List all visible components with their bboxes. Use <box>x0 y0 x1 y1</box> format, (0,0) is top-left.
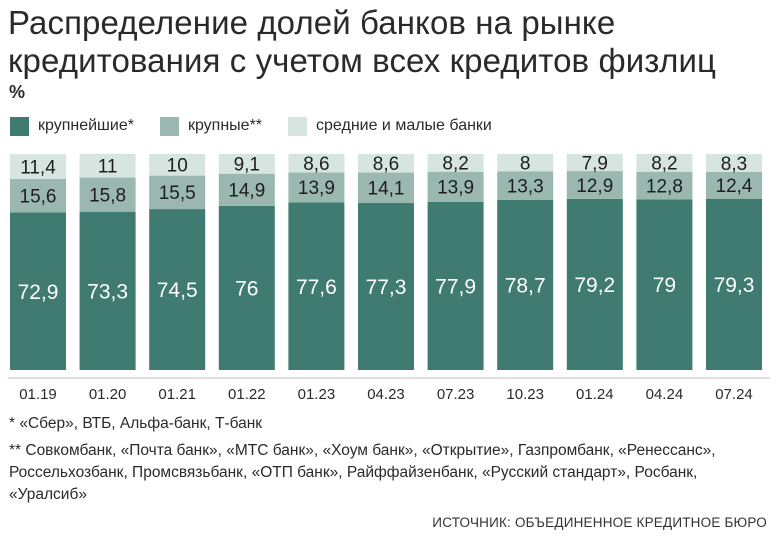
bar-segment-largest <box>218 205 275 370</box>
legend-label-largest: крупнейшие* <box>38 117 134 134</box>
data-label-large: 14,9 <box>228 181 265 202</box>
legend-label-small: средние и малые банки <box>316 117 492 134</box>
bar-segment-large <box>706 171 762 199</box>
data-label-large: 12,9 <box>576 176 613 197</box>
chart-title: Распределение долей банков на рынке кред… <box>8 4 716 79</box>
data-label-largest: 77,9 <box>435 275 476 298</box>
bar-segment-small <box>706 154 762 172</box>
data-label-small: 8,2 <box>442 154 468 175</box>
bar-segment-large <box>358 172 414 204</box>
bar-segment-largest <box>288 202 345 370</box>
bar-segment-large <box>218 173 275 206</box>
data-label-largest: 79 <box>653 274 676 297</box>
x-tick-label: 04.24 <box>646 386 684 403</box>
bar-segment-small <box>427 154 484 172</box>
data-label-large: 12,8 <box>646 176 683 197</box>
data-label-largest: 76 <box>235 277 258 300</box>
bar-segment-largest <box>149 209 206 370</box>
bar-segment-small <box>288 153 345 173</box>
legend-swatch-largest <box>10 116 29 136</box>
footnote-large: ** Совкомбанк, «Почта банк», «МТС банк»,… <box>9 442 716 503</box>
data-label-large: 15,6 <box>20 187 57 208</box>
data-label-small: 7,9 <box>582 153 608 174</box>
data-label-small: 8 <box>520 153 531 174</box>
data-label-large: 15,8 <box>89 185 126 206</box>
data-label-small: 8,6 <box>303 154 329 175</box>
data-label-largest: 73,3 <box>87 280 128 303</box>
data-label-small: 11 <box>98 157 118 178</box>
data-label-largest: 78,7 <box>505 275 546 298</box>
data-label-small: 8,3 <box>721 154 747 175</box>
bar-segment-largest <box>497 200 554 370</box>
x-tick-label: 04.23 <box>367 386 405 403</box>
data-label-large: 15,5 <box>159 183 196 204</box>
data-label-largest: 77,3 <box>366 276 407 299</box>
data-label-largest: 79,3 <box>714 274 755 297</box>
data-label-small: 9,1 <box>234 155 260 176</box>
bar-segment-largest <box>706 198 762 370</box>
data-label-largest: 74,5 <box>157 279 198 302</box>
legend-swatch-small <box>288 116 308 136</box>
data-label-small: 11,4 <box>20 157 56 178</box>
data-label-large: 13,3 <box>507 176 544 197</box>
data-label-small: 8,2 <box>651 154 677 175</box>
bar-segment-largest <box>636 199 693 370</box>
bar-segment-small <box>566 154 623 172</box>
source-note: ИСТОЧНИК: ОБЪЕДИНЕННОЕ КРЕДИТНОЕ БЮРО <box>432 515 767 530</box>
data-label-small: 8,6 <box>373 154 399 175</box>
unit-label: % <box>9 82 26 102</box>
bar-segment-largest <box>358 203 414 370</box>
data-label-large: 13,9 <box>298 178 335 199</box>
bar-segment-largest <box>427 201 484 370</box>
data-label-largest: 77,6 <box>296 276 337 299</box>
data-label-large: 13,9 <box>437 178 474 199</box>
bar-segment-small <box>10 154 66 179</box>
bar-segment-large <box>566 171 623 199</box>
legend-swatch-large <box>159 116 179 136</box>
x-tick-label: 01.23 <box>298 386 336 403</box>
data-label-large: 12,4 <box>716 176 753 197</box>
bar-segment-large <box>427 171 484 202</box>
data-label-largest: 79,2 <box>574 274 615 297</box>
bar-segment-large <box>10 178 66 213</box>
x-tick-label: 07.23 <box>437 386 475 403</box>
bar-segment-small <box>79 153 136 178</box>
bar-segment-small <box>497 154 554 172</box>
data-label-largest: 72,9 <box>18 281 59 304</box>
bar-segment-small <box>358 154 414 173</box>
stacked-bar-chart: 72,9 15,6 11,4 01.19 73,3 15,8 11 01.20 74,5 15,5… <box>8 153 770 403</box>
bar-segment-large <box>79 177 136 212</box>
legend-item-largest: крупнейшие* <box>10 116 134 136</box>
legend-item-large: крупные** <box>159 116 263 136</box>
legend: крупнейшие* крупные** средние и малые ба… <box>10 114 518 138</box>
x-tick-label: 10.23 <box>506 386 544 403</box>
x-tick-label: 01.21 <box>158 386 196 403</box>
bar-segment-largest <box>79 211 136 370</box>
bar-segment-large <box>497 171 554 201</box>
x-tick-label: 07.24 <box>715 386 753 403</box>
footnote-largest: * «Сбер», ВТБ, Альфа-банк, Т-банк <box>9 415 263 432</box>
bar-segment-small <box>149 154 206 176</box>
x-tick-label: 01.22 <box>228 386 266 403</box>
bar-segment-small <box>218 154 275 174</box>
data-label-small: 10 <box>167 156 188 177</box>
x-tick-label: 01.24 <box>576 386 614 403</box>
bar-segment-large <box>149 175 206 210</box>
bar-segment-largest <box>10 212 66 370</box>
legend-item-small: средние и малые банки <box>288 116 492 136</box>
bar-segment-large <box>636 171 693 200</box>
legend-label-large: крупные** <box>187 117 263 134</box>
bar-segment-large <box>288 172 345 203</box>
x-tick-label: 01.20 <box>89 386 127 403</box>
bar-segment-largest <box>566 198 623 370</box>
bar-segment-small <box>636 154 693 172</box>
x-tick-label: 01.19 <box>19 386 57 403</box>
data-label-large: 14,1 <box>368 179 405 200</box>
